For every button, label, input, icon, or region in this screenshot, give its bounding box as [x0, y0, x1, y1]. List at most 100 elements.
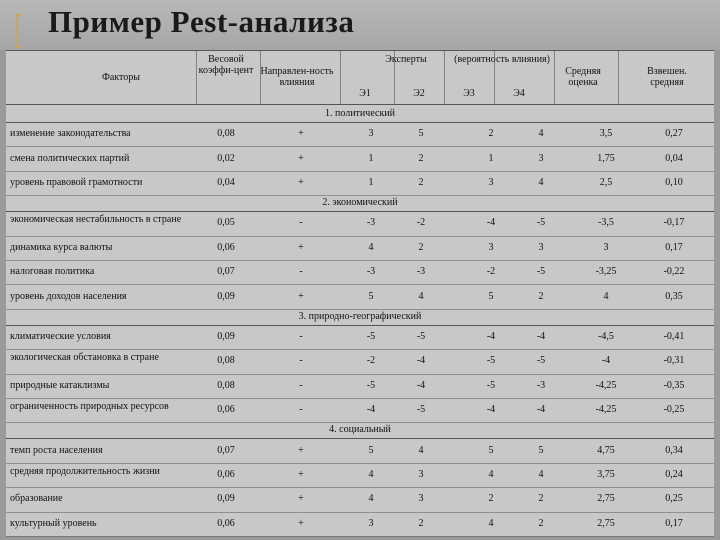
row-average: -4,25: [595, 379, 617, 391]
row-expert-1: 4: [368, 469, 374, 480]
row-direction: -: [299, 355, 303, 367]
row-average: -4: [601, 355, 611, 367]
row-direction: +: [298, 444, 304, 456]
row-factor: динамика курса валюты: [10, 241, 113, 253]
section-title: 4. социальный: [329, 424, 391, 436]
row-factor: смена политических партий: [10, 152, 130, 164]
row-expert-1: 1: [368, 152, 374, 164]
row-weight: 0,08: [217, 355, 235, 367]
row-direction: +: [298, 290, 304, 302]
row-weight: 0,07: [217, 444, 235, 456]
row-weight: 0,08: [217, 379, 235, 391]
row-expert-1: -2: [366, 355, 376, 367]
row-weighted: 0,17: [665, 241, 683, 253]
row-average: 2,75: [597, 493, 615, 505]
row-expert-2: 4: [418, 290, 424, 302]
row-factor: культурный уровень: [10, 517, 97, 529]
row-average: 2,5: [599, 177, 613, 188]
column-border: [618, 50, 619, 104]
row-average: 4,75: [597, 444, 615, 456]
row-expert-4: 4: [538, 128, 544, 140]
header-e3: Э3: [463, 88, 475, 99]
row-average: -3,25: [595, 266, 617, 278]
section-border: [6, 438, 714, 440]
row-border: [6, 236, 714, 237]
row-expert-2: 5: [418, 128, 424, 140]
row-direction: +: [298, 517, 304, 529]
row-border: [6, 536, 714, 537]
row-expert-2: -4: [416, 379, 426, 391]
row-border: [6, 512, 714, 513]
row-weight: 0,05: [217, 217, 235, 229]
row-direction: -: [299, 331, 303, 342]
row-expert-1: 4: [368, 493, 374, 505]
title-frame-decoration: [16, 14, 21, 48]
row-expert-4: 3: [538, 152, 544, 164]
row-weight: 0,07: [217, 266, 235, 278]
row-direction: +: [298, 128, 304, 140]
row-expert-2: -2: [416, 217, 426, 229]
row-direction: -: [299, 379, 303, 391]
row-expert-2: 3: [418, 493, 424, 505]
row-average: 2,75: [597, 517, 615, 529]
column-border: [394, 50, 395, 104]
row-expert-4: 2: [538, 290, 544, 302]
row-expert-4: 4: [538, 177, 544, 188]
row-weighted: -0,25: [663, 404, 685, 416]
row-factor: экономическая нестабильность в стране: [10, 214, 182, 226]
row-average: 3,75: [597, 469, 615, 480]
section-title: 2. экономический: [322, 197, 398, 209]
row-expert-3: -5: [486, 355, 496, 367]
column-border: [196, 50, 197, 104]
row-direction: -: [299, 217, 303, 229]
row-factor: экологическая обстановка в стране: [10, 352, 159, 364]
title-bar: [0, 0, 720, 50]
row-expert-2: 2: [418, 517, 424, 529]
row-weighted: 0,10: [665, 177, 683, 188]
row-factor: темп роста населения: [10, 444, 103, 456]
row-expert-4: 2: [538, 517, 544, 529]
row-weighted: 0,25: [665, 493, 683, 505]
row-direction: +: [298, 152, 304, 164]
row-expert-4: 5: [538, 444, 544, 456]
row-expert-2: 2: [418, 152, 424, 164]
row-border: [6, 398, 714, 399]
row-expert-3: -4: [486, 331, 496, 342]
row-factor: уровень правовой грамотности: [10, 177, 143, 188]
row-expert-2: -5: [416, 404, 426, 416]
row-weighted: -0,22: [663, 266, 685, 278]
section-title: 3. природно-географический: [298, 310, 422, 322]
row-expert-4: -5: [536, 217, 546, 229]
header-experts: Эксперты: [385, 54, 427, 65]
row-weighted: 0,27: [665, 128, 683, 140]
row-direction: -: [299, 266, 303, 278]
header-probability: (вероятность влияния): [454, 54, 550, 65]
row-expert-3: -2: [486, 266, 496, 278]
row-expert-3: 3: [488, 241, 494, 253]
row-expert-1: 5: [368, 290, 374, 302]
row-weighted: 0,34: [665, 444, 683, 456]
row-average: 3,5: [599, 128, 613, 140]
row-border: [6, 463, 714, 464]
header-weighted: Взвешен. средняя: [647, 66, 687, 88]
row-direction: +: [298, 177, 304, 188]
row-expert-3: 2: [488, 128, 494, 140]
section-border: [6, 211, 714, 213]
row-expert-3: 4: [488, 517, 494, 529]
row-expert-4: -3: [536, 379, 546, 391]
row-weight: 0,02: [217, 152, 235, 164]
row-border: [6, 487, 714, 488]
header-factors: Факторы: [101, 72, 141, 83]
column-border: [260, 50, 261, 104]
row-expert-1: -4: [366, 404, 376, 416]
row-border: [6, 374, 714, 375]
row-average: 3: [603, 241, 609, 253]
row-expert-1: 4: [368, 241, 374, 253]
header-e2: Э2: [413, 88, 425, 99]
row-expert-2: 4: [418, 444, 424, 456]
row-expert-4: 4: [538, 469, 544, 480]
row-factor: средняя продолжительность жизни: [10, 465, 160, 477]
row-factor: образование: [10, 493, 63, 505]
row-factor: ограниченность природных ресурсов: [10, 401, 169, 412]
row-weight: 0,06: [217, 469, 235, 480]
